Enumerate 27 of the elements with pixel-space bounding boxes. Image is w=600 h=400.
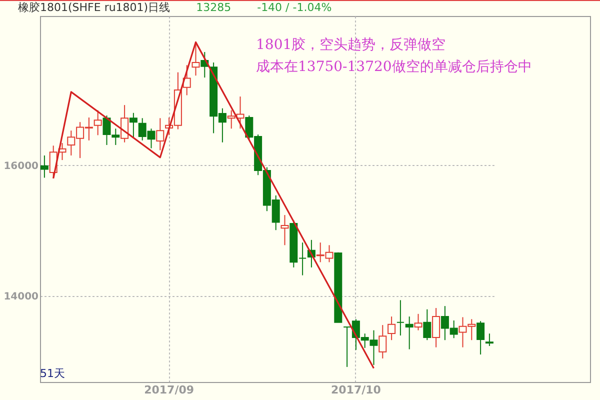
candlestick <box>120 104 129 143</box>
candlestick <box>396 300 404 336</box>
candlestick <box>423 308 432 341</box>
candlestick <box>129 112 138 139</box>
annotation: 1801胶，空头趋势，反弹做空 <box>256 36 446 54</box>
x-tick-label: 2017/09 <box>144 384 194 396</box>
candlestick <box>432 308 440 348</box>
annotation: 成本在13750-13720做空的单减仓后持仓中 <box>256 58 532 76</box>
candlestick <box>40 154 48 178</box>
candlestick <box>388 316 396 341</box>
chart-title: 橡胶1801(SHFE ru1801)日线 <box>18 1 170 14</box>
text: -140 / -1.04% <box>257 1 332 14</box>
candlestick <box>94 110 102 136</box>
candlestick <box>405 316 414 350</box>
y-tick-label: 14000 <box>4 292 39 303</box>
candlestick <box>485 333 494 346</box>
candlestick <box>378 324 387 359</box>
annotation: 51天 <box>40 366 65 381</box>
y-tick-label: 16000 <box>4 160 39 172</box>
candlestick <box>343 326 352 368</box>
x-tick-label: 2017/10 <box>330 384 382 396</box>
candlestick <box>414 313 422 331</box>
candlestick <box>476 320 485 355</box>
candlestick <box>156 118 164 151</box>
text: 13285 <box>196 1 232 14</box>
candlestick <box>280 214 289 246</box>
candlestick <box>182 64 191 96</box>
